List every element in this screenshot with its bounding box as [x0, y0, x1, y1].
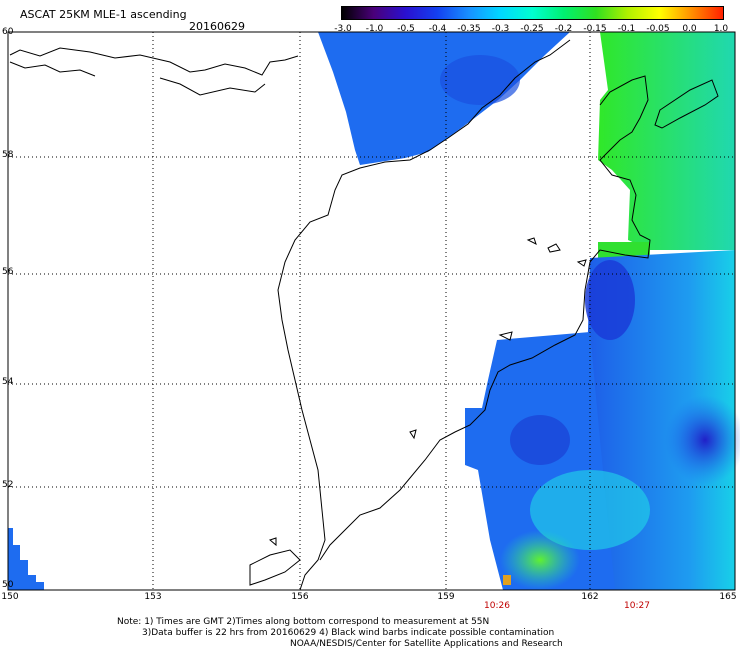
colorbar-tick-label: -0.1 — [617, 24, 636, 34]
lat-label: 50 — [2, 580, 14, 590]
swath-south-cyan — [530, 470, 650, 550]
colorbar-tick-label: -1.0 — [365, 24, 384, 34]
lon-label: 165 — [719, 592, 737, 602]
colorbar-tick-label: 1.0 — [713, 24, 729, 34]
colorbar-tick-label: -0.25 — [520, 24, 544, 34]
lon-label: 150 — [1, 592, 19, 602]
swath-east-top — [598, 32, 735, 250]
colorbar-tick-label: -0.2 — [554, 24, 573, 34]
lon-label: 162 — [581, 592, 599, 602]
note-line-3: NOAA/NESDIS/Center for Satellite Applica… — [290, 639, 563, 649]
swath-north-deep — [440, 55, 520, 105]
lat-label: 56 — [2, 267, 14, 277]
plot-frame — [7, 31, 736, 591]
time-label-2: 10:27 — [624, 601, 650, 611]
lat-label: 52 — [2, 480, 14, 490]
swath-east-band — [598, 242, 650, 258]
lon-label: 153 — [144, 592, 162, 602]
colorbar-tick-label: -0.5 — [397, 24, 415, 34]
lon-label: 156 — [291, 592, 309, 602]
lat-label: 54 — [2, 377, 14, 387]
time-label-1: 10:26 — [484, 601, 510, 611]
map-title: ASCAT 25KM MLE-1 ascending — [20, 8, 187, 21]
map-date: 20160629 — [189, 20, 245, 33]
swath-southwest — [8, 528, 44, 590]
swath-south-deep — [510, 415, 570, 465]
swath-east-deep — [665, 395, 740, 485]
swath-east-deep2 — [585, 260, 635, 340]
swath-south-green — [500, 530, 580, 590]
colorbar-tick-label: -0.05 — [646, 24, 670, 34]
colorbar-tick-label: -0.35 — [457, 24, 481, 34]
lon-gridlines — [152, 32, 591, 590]
note-line-2: 3)Data buffer is 22 hrs from 20160629 4)… — [142, 628, 555, 638]
lat-label: 58 — [2, 150, 14, 160]
swath-south-orange — [503, 575, 511, 585]
colorbar-tick-label: -3.0 — [334, 24, 352, 34]
coastline — [9, 39, 719, 591]
colorbar-tick-label: -0.4 — [428, 24, 447, 34]
colorbar-tick-label: -0.3 — [491, 24, 510, 34]
lon-label: 159 — [437, 592, 455, 602]
colorbar — [341, 6, 724, 20]
note-line-1: Note: 1) Times are GMT 2)Times along bot… — [117, 617, 490, 627]
swath-north — [318, 32, 570, 165]
colorbar-tick-label: -0.15 — [583, 24, 607, 34]
colorbar-tick-label: 0.0 — [682, 24, 697, 34]
lat-label: 60 — [2, 27, 14, 37]
